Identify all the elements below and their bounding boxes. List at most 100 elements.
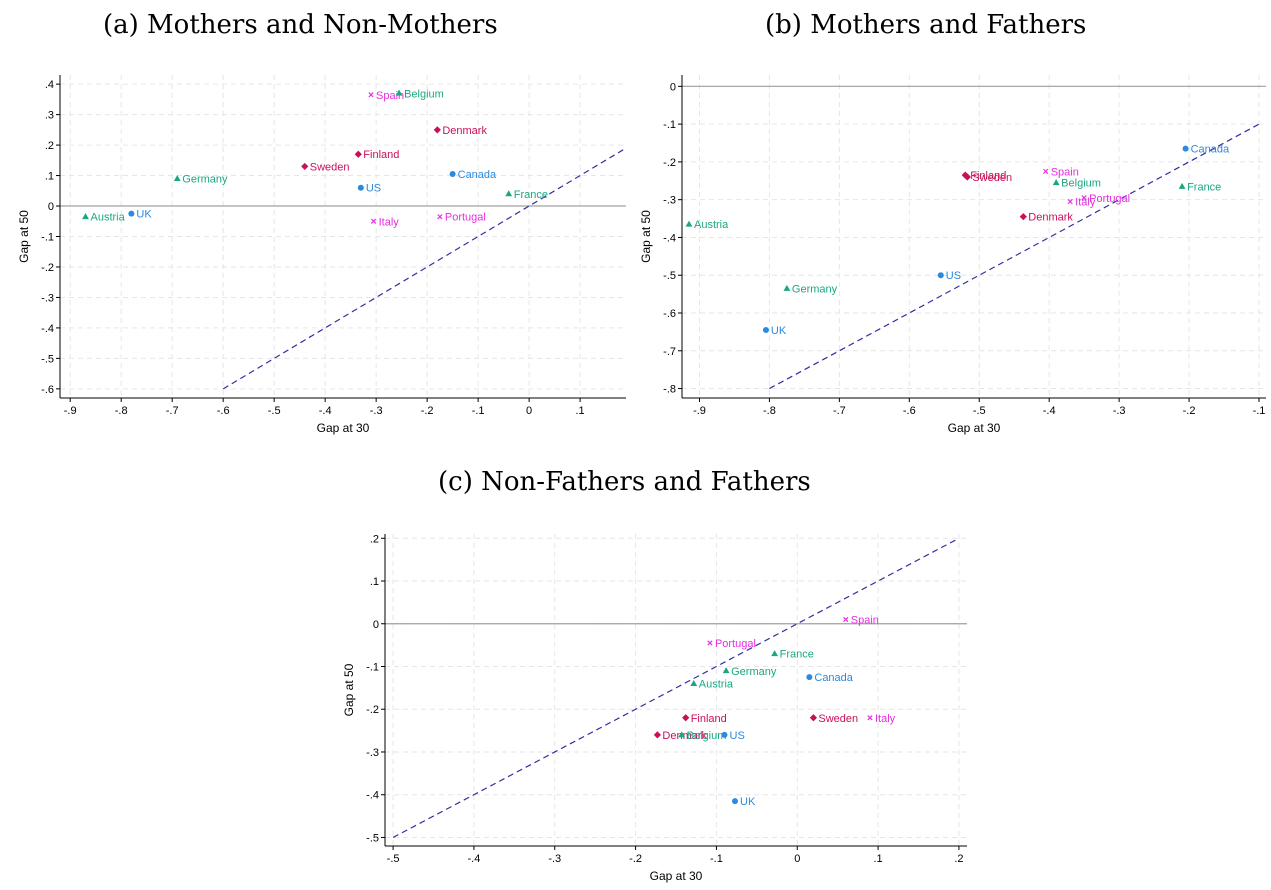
panel-a-y-tick-label: -.5 [41,353,54,365]
panel-b-point-france-label: France [1187,181,1221,193]
panel-b-point-denmark-label: Denmark [1028,212,1073,224]
panel-c-x-tick-label: .1 [873,853,882,865]
panel-a-x-tick-label: .1 [576,405,585,417]
panel-a-x-tick-label: -.6 [217,405,230,417]
panel-a-point-finland-label: Finland [363,149,399,161]
panel-a-point-sweden-label: Sweden [310,161,350,173]
panel-a-point-spain-label: Spain [376,90,404,102]
panel-a-point-portugal-marker [437,214,443,220]
panel-c-point-uk-label: UK [740,796,756,808]
panel-a-point-spain-marker [368,92,374,98]
panel-c-point-austria-marker [690,679,698,686]
panel-b-point-portugal-marker [1081,195,1087,201]
panel-c-y-tick-label: -.2 [366,704,379,716]
panel-b-x-tick-label: -.5 [973,405,986,417]
panel-c-point-france-label: France [780,649,814,661]
panel-a-point-canada-marker [449,171,456,178]
panel-b-y-tick-label: -.3 [663,195,676,207]
panel-a-x-tick-label: -.4 [319,405,332,417]
panel-a-point-belgium-label: Belgium [404,88,444,100]
panel-b-y-tick-label: -.2 [663,157,676,169]
panel-a-point-sweden-marker [301,162,309,171]
panel-a-point-portugal-label: Portugal [445,212,486,224]
panel-b-y-axis-title: Gap at 50 [639,210,653,263]
panel-c-title: (c) Non-Fathers and Fathers [438,467,811,497]
panel-b-x-axis-title: Gap at 30 [948,421,1001,435]
panel-b-y-tick-label: -.8 [663,384,676,396]
panel-c-point-denmark-marker [653,731,662,739]
panel-b-point-portugal-marker-stroke-2 [1081,195,1087,201]
panel-a-point-germany-marker [173,175,181,182]
panel-a-y-tick-label: -.1 [41,232,54,244]
panel-a-diagonal-line [222,147,627,390]
panel-a-x-tick-label: -.5 [268,405,281,417]
panel-a-x-tick-label: 0 [526,405,532,417]
panel-a-x-tick-label: -.9 [64,405,77,417]
panel-a-y-tick-label: -.6 [41,384,54,396]
panel-b-point-spain-marker-stroke-2 [1043,168,1049,174]
panel-b-x-tick-label: -.4 [1043,405,1056,417]
panel-c-point-spain-label: Spain [851,614,879,626]
panel-a-point-france-marker [505,190,513,197]
panel-c-point-italy-marker-stroke-2 [867,715,873,721]
panel-c-point-canada-label: Canada [814,672,853,684]
panel-c-point-belgium-marker [678,731,686,738]
panel-c-x-tick-label: -.4 [467,853,480,865]
panel-a-x-tick-label: -.8 [115,405,128,417]
panel-b-point-uk-label: UK [771,325,787,337]
panel-a-point-germany-label: Germany [182,174,228,186]
panel-b-y-tick-label: -.4 [663,232,676,244]
panel-c-x-tick-label: -.1 [710,853,723,865]
panel-b-point-austria-label: Austria [694,219,729,231]
panel-b-point-germany-marker [783,284,791,291]
panel-c-point-canada-marker [806,674,813,681]
panel-c-point-germany-marker [722,667,730,674]
panel-b-point-france-marker [1178,182,1186,189]
panel-b-point-germany-label: Germany [792,283,838,295]
panel-c-y-axis-title: Gap at 50 [342,663,356,716]
panel-a-point-uk-marker [128,210,135,217]
panel-b-point-canada-label: Canada [1191,144,1230,156]
panel-b-y-tick-label: -.5 [663,270,676,282]
panel-c-y-tick-label: -.1 [366,661,379,673]
panel-a-x-tick-label: -.7 [166,405,179,417]
panel-c-point-belgium-label: Belgium [687,730,727,742]
panel-a-point-italy-marker-stroke-2 [370,218,377,224]
panel-c-point-denmark-label: Denmark [662,730,707,742]
panel-c-point-sweden-marker [809,714,818,722]
panel-a-point-france-label: France [514,189,548,201]
panel-c-x-tick-label: -.5 [387,853,400,865]
panel-b-title: (b) Mothers and Fathers [765,10,1087,40]
panel-c-point-sweden-label: Sweden [818,713,858,725]
panel-a-point-portugal-marker-stroke-2 [437,214,443,220]
panel-c-point-portugal-label: Portugal [715,638,756,650]
panel-b-x-tick-label: -.3 [1113,405,1126,417]
panel-a-point-finland-marker [354,150,362,158]
panel-a-y-tick-label: .1 [45,171,54,183]
panel-c-point-italy-marker [867,715,873,721]
panel-b-y-tick-label: 0 [670,81,676,93]
panel-a-point-denmark-marker [433,126,441,134]
panel-a-point-uk-label: UK [136,209,152,221]
panel-c-x-tick-label: -.3 [548,853,561,865]
panel-c-point-austria-label: Austria [699,679,734,691]
panel-c-x-tick-label: .2 [954,853,963,865]
panel-b-point-austria-marker [685,220,693,227]
panel-c-chart: -.5 -.4 -.3 -.2 -.1 0 .1 .2 -.5 -.4 -.3 -.2 -.1 0 .1 .2… [342,533,967,883]
panel-c-y-tick-label: -.3 [366,747,379,759]
panel-c-point-spain-marker-stroke-2 [843,616,849,623]
panel-b-x-tick-label: -.8 [763,405,776,417]
panel-a-x-tick-label: -.1 [472,405,485,417]
panel-b-point-sweden-label: Sweden [972,172,1012,184]
panel-a-y-axis-title: Gap at 50 [17,210,31,263]
panel-b-point-canada-marker [1182,145,1189,152]
panel-a-point-canada-label: Canada [458,169,497,181]
panel-c-point-spain-marker [843,616,849,623]
panel-c-x-tick-label: 0 [794,853,800,865]
panel-b-point-finland-label: Finland [970,170,1006,182]
panel-b-diagonal-line [769,123,1260,390]
panel-b-point-belgium-label: Belgium [1061,178,1101,190]
panel-a-y-tick-label: .4 [45,79,54,91]
